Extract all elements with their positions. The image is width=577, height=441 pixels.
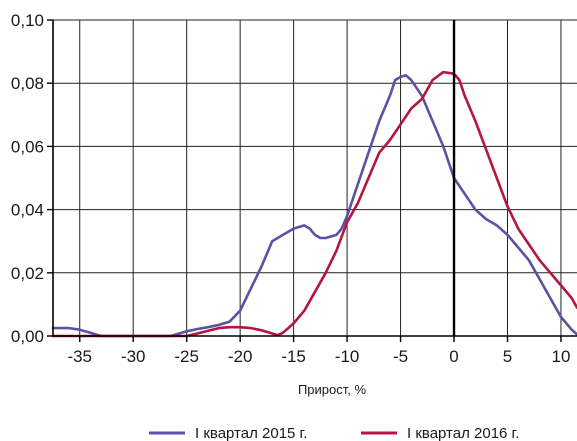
x-tick-label: -5 xyxy=(393,347,408,366)
y-tick-label: 0,10 xyxy=(11,11,44,30)
y-tick-label: 0,04 xyxy=(11,201,44,220)
x-tick-label: 0 xyxy=(449,347,458,366)
x-tick-label: -30 xyxy=(121,347,146,366)
legend-label-2: I квартал 2016 г. xyxy=(407,425,519,441)
x-axis-ticks: -35 -30 -25 -20 -15 -10 -5 0 5 10 xyxy=(67,336,570,366)
y-tick-label: 0,02 xyxy=(11,264,44,283)
series-lines xyxy=(51,70,577,338)
y-tick-label: 0,06 xyxy=(11,137,44,156)
x-axis-title: Прирост, % xyxy=(298,382,367,397)
x-tick-label: 10 xyxy=(551,347,570,366)
grid-lines xyxy=(53,19,577,337)
x-tick-label: -35 xyxy=(67,347,92,366)
legend: I квартал 2015 г. I квартал 2016 г. xyxy=(149,425,519,441)
y-tick-label: 0,00 xyxy=(11,327,44,346)
series-line-2 xyxy=(51,70,577,338)
x-tick-label: -15 xyxy=(281,347,306,366)
x-tick-label: -10 xyxy=(335,347,360,366)
legend-label-1: I квартал 2015 г. xyxy=(195,425,307,441)
x-tick-label: 5 xyxy=(503,347,512,366)
x-tick-label: -20 xyxy=(228,347,253,366)
x-tick-label: -25 xyxy=(174,347,199,366)
y-tick-label: 0,08 xyxy=(11,74,44,93)
y-axis-ticks: 0,00 0,02 0,04 0,06 0,08 0,10 xyxy=(11,11,53,346)
axes xyxy=(52,20,577,337)
series-line-1 xyxy=(51,74,577,338)
